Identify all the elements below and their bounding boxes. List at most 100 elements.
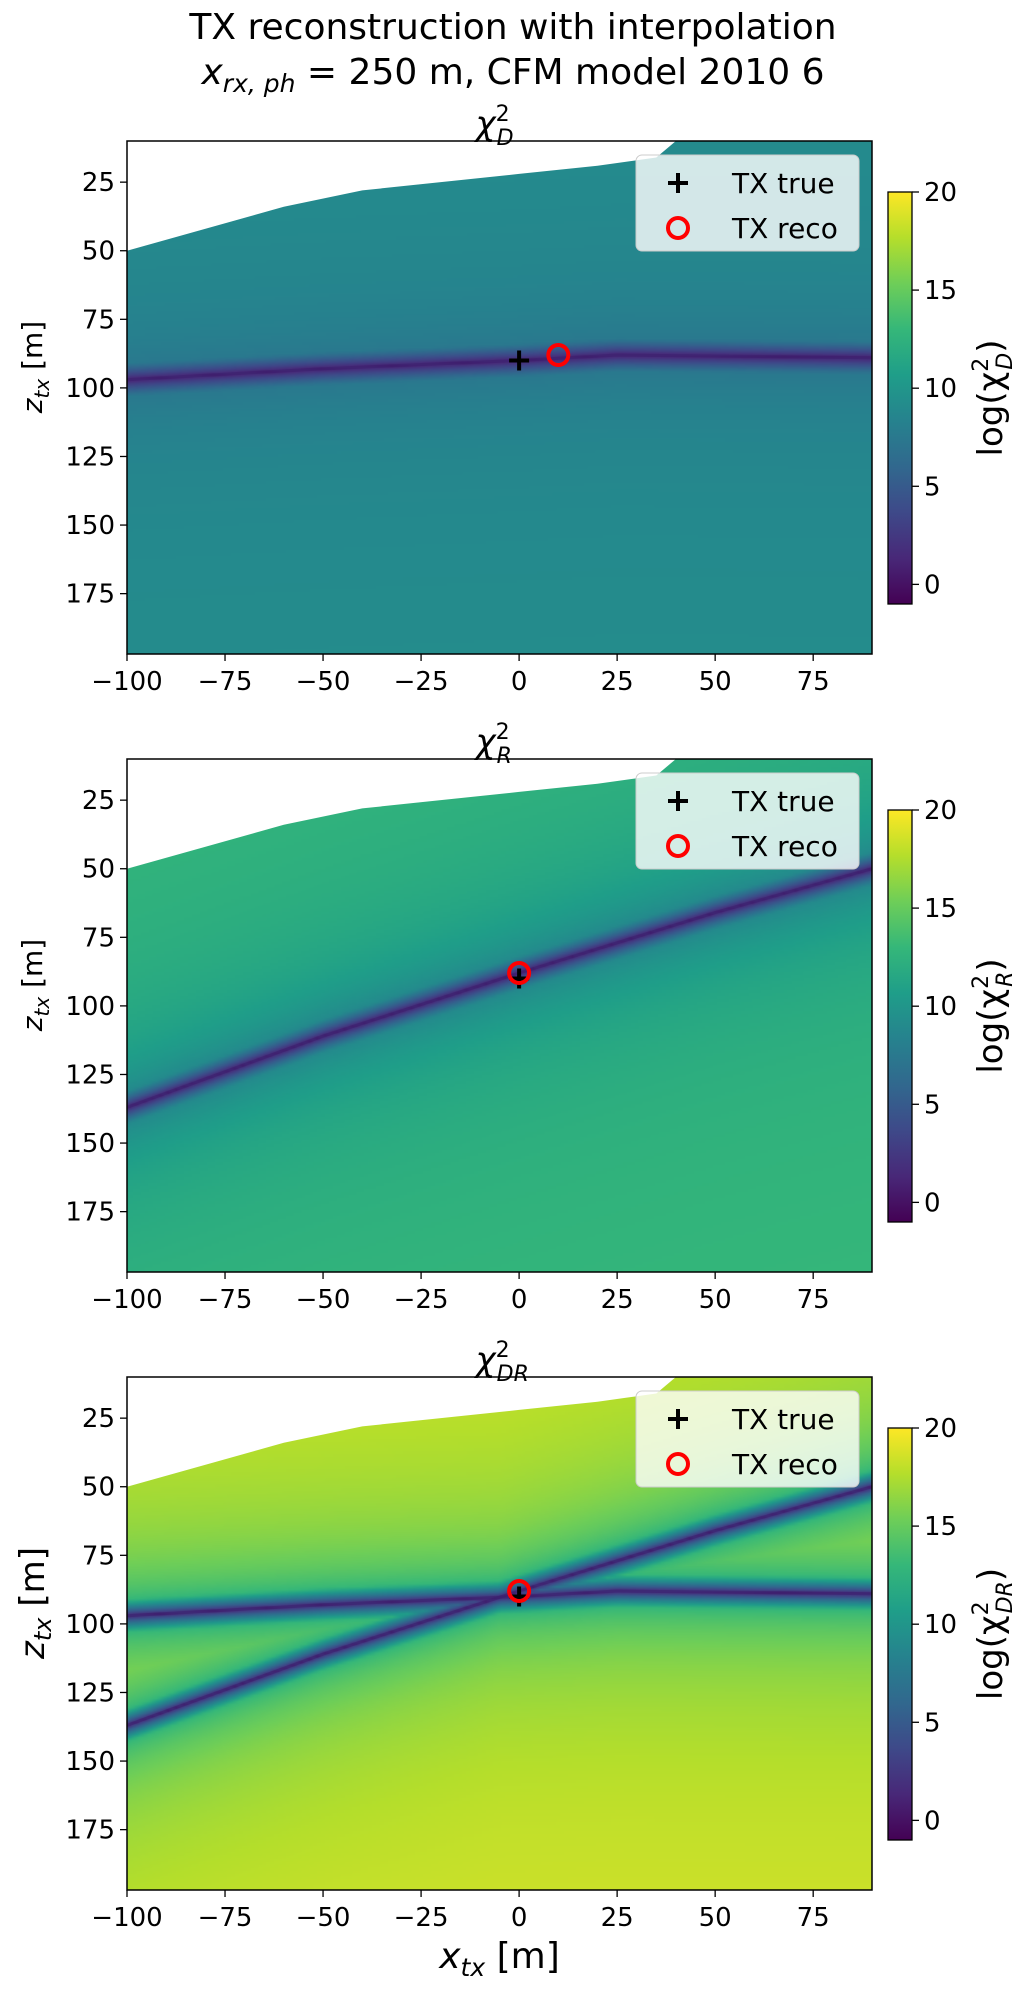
colorbar-tick-label: 5 [924,1708,941,1738]
x-tick-label: −75 [198,1903,253,1933]
colorbar-tick-label: 20 [924,1414,957,1444]
x-tick-label: −25 [394,1903,449,1933]
colorbar-tick-label: 10 [924,992,957,1022]
y-tick-label: 125 [65,1678,115,1708]
colorbar-label: log(χ2DR) [969,1568,1018,1700]
y-tick-label: 100 [65,992,115,1022]
panel-title: χ2 DR [474,1338,529,1387]
x-tick-label: 50 [699,667,732,697]
y-tick-label: 125 [65,1060,115,1090]
y-tick-label: 25 [82,168,115,198]
y-tick-label: 175 [65,580,115,610]
axes-frame [126,140,873,655]
y-tick-label: 50 [82,855,115,885]
colorbar-tick-label: 0 [924,1188,941,1218]
colorbar [887,1427,913,1841]
x-tick-label: 75 [797,667,830,697]
y-tick-label: 25 [82,1404,115,1434]
tx-true-marker [509,350,530,371]
y-tick-label: 100 [65,1610,115,1640]
colorbar-tick-label: 15 [924,894,957,924]
colorbar [887,809,913,1223]
panels: −100 −75 −50 −25 0 25 50 75255075100125150175χ2… [13,102,1018,1982]
x-tick-label: 25 [601,667,634,697]
colorbar-tick-label: 5 [924,472,941,502]
colorbar-label: log(χ2R) [969,958,1018,1073]
legend: TX true TX reco [635,1390,860,1488]
y-tick-label: 50 [82,237,115,267]
tx-reco-marker [507,960,532,985]
x-tick-label: 0 [511,667,528,697]
x-tick-label: −50 [296,1903,351,1933]
colorbar-tick-label: 15 [924,1512,957,1542]
x-axis-label: xtx [m] [438,1936,560,1982]
y-tick-label: 75 [82,923,115,953]
tx-reco-marker [546,342,571,367]
panel-1: −100 −75 −50 −25 0 25 50 75255075100125150175χ2… [16,102,1018,697]
y-axis-label: ztx [m] [16,939,54,1032]
legend-tx-reco-marker [666,216,690,240]
x-tick-label: 75 [797,1903,830,1933]
colorbar-label: log(χ2D) [969,340,1018,457]
subtitle-symbol: x [200,52,223,93]
figure-subtitle: xrx, ph = 250 m, CFM model 2010 6 [200,52,824,98]
panel-title: χ2 R [474,720,512,769]
x-tick-label: −100 [91,667,162,697]
y-tick-label: 150 [65,1129,115,1159]
y-tick-label: 25 [82,786,115,816]
legend: TX true TX reco [635,154,860,252]
legend-tx-true-marker [668,173,688,193]
legend-box [635,772,860,870]
y-axis-label: ztx [m] [16,321,54,414]
legend-tx-reco-marker [666,1452,690,1476]
axes-frame [126,1376,873,1891]
panel-title: χ2 D [474,102,514,151]
colorbar-tick-label: 20 [924,796,957,826]
x-tick-label: −50 [296,667,351,697]
colorbar [887,191,913,605]
figure-title: TX reconstruction with interpolation [188,7,836,48]
colorbar-tick-label: 0 [924,1806,941,1836]
legend-label: TX true [731,1403,835,1436]
axes-frame [126,758,873,1273]
legend-tx-true-marker [668,1409,688,1429]
x-tick-label: −25 [394,1285,449,1315]
x-tick-label: 0 [511,1903,528,1933]
y-tick-label: 150 [65,1747,115,1777]
x-tick-label: 25 [601,1285,634,1315]
x-tick-label: −100 [91,1285,162,1315]
colorbar-tick-label: 5 [924,1090,941,1120]
legend-label: TX reco [731,1448,838,1481]
legend: TX true TX reco [635,772,860,870]
x-tick-label: 50 [699,1285,732,1315]
legend-label: TX reco [731,830,838,863]
colorbar-tick-label: 15 [924,276,957,306]
panel-2: −100 −75 −50 −25 0 25 50 75255075100125150175χ2… [16,720,1018,1315]
colorbar-tick-label: 20 [924,178,957,208]
legend-label: TX true [731,785,835,818]
y-tick-label: 150 [65,511,115,541]
legend-box [635,1390,860,1488]
y-tick-label: 175 [65,1198,115,1228]
panel-3: −100 −75 −50 −25 0 25 50 75255075100125150175χ2… [13,1338,1018,1982]
subtitle-text: = 250 m, CFM model 2010 6 [295,52,824,93]
x-tick-label: 75 [797,1285,830,1315]
y-tick-label: 100 [65,374,115,404]
y-tick-label: 175 [65,1816,115,1846]
y-tick-label: 75 [82,305,115,335]
x-tick-label: −100 [91,1903,162,1933]
x-tick-label: 0 [511,1285,528,1315]
x-tick-label: −75 [198,667,253,697]
y-tick-label: 50 [82,1473,115,1503]
legend-label: TX reco [731,212,838,245]
x-tick-label: 50 [699,1903,732,1933]
x-tick-label: 25 [601,1903,634,1933]
x-tick-label: −25 [394,667,449,697]
colorbar-tick-label: 10 [924,374,957,404]
colorbar-tick-label: 10 [924,1610,957,1640]
y-tick-label: 125 [65,442,115,472]
legend-label: TX true [731,167,835,200]
x-tick-label: −75 [198,1285,253,1315]
colorbar-tick-label: 0 [924,570,941,600]
